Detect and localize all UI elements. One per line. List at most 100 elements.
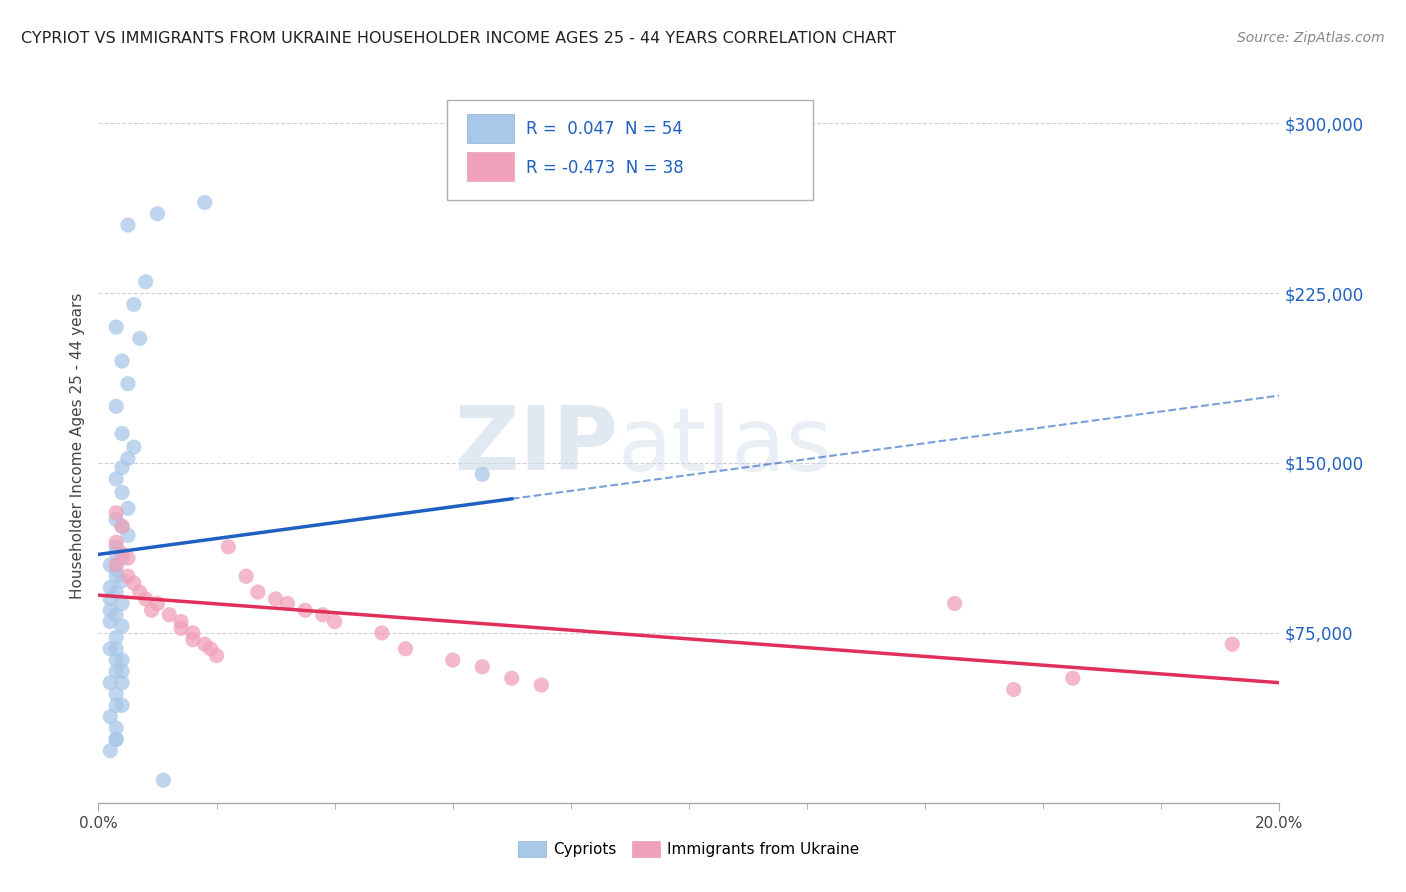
Point <box>194 637 217 651</box>
Point <box>111 519 134 533</box>
Point <box>246 585 269 599</box>
Legend: Cypriots, Immigrants from Ukraine: Cypriots, Immigrants from Ukraine <box>512 835 866 863</box>
Point <box>111 675 134 690</box>
Point <box>105 558 128 572</box>
Point <box>111 547 134 561</box>
Point <box>157 607 180 622</box>
Text: CYPRIOT VS IMMIGRANTS FROM UKRAINE HOUSEHOLDER INCOME AGES 25 - 44 YEARS CORRELA: CYPRIOT VS IMMIGRANTS FROM UKRAINE HOUSE… <box>21 31 896 46</box>
Point <box>117 528 139 542</box>
Point <box>152 773 174 788</box>
Point <box>146 597 169 611</box>
Point <box>105 513 128 527</box>
Point <box>111 551 134 566</box>
FancyBboxPatch shape <box>467 114 515 143</box>
Point <box>111 426 134 441</box>
Y-axis label: Householder Income Ages 25 - 44 years: Householder Income Ages 25 - 44 years <box>69 293 84 599</box>
Point <box>135 591 157 606</box>
Point <box>128 585 150 599</box>
Point <box>471 467 494 482</box>
Point <box>105 607 128 622</box>
FancyBboxPatch shape <box>467 152 515 180</box>
Point <box>105 732 128 747</box>
Point <box>117 451 139 466</box>
Point <box>105 400 128 414</box>
Point <box>235 569 257 583</box>
Point <box>141 603 163 617</box>
Point <box>170 621 193 635</box>
Point <box>394 641 416 656</box>
Point <box>122 576 145 591</box>
Point <box>105 653 128 667</box>
Point <box>105 540 128 554</box>
Point <box>98 641 121 656</box>
Point <box>105 585 128 599</box>
Point <box>117 501 139 516</box>
Point <box>323 615 346 629</box>
Point <box>105 535 128 549</box>
Point <box>105 631 128 645</box>
Text: R =  0.047  N = 54: R = 0.047 N = 54 <box>526 120 683 138</box>
Point <box>105 506 128 520</box>
Point <box>264 591 287 606</box>
Point <box>471 660 494 674</box>
Point <box>200 641 222 656</box>
Point <box>105 732 128 747</box>
Point <box>111 698 134 713</box>
Point <box>117 551 139 566</box>
Point <box>205 648 228 663</box>
Point <box>117 218 139 232</box>
Text: Source: ZipAtlas.com: Source: ZipAtlas.com <box>1237 31 1385 45</box>
Point <box>105 698 128 713</box>
Point <box>122 297 145 311</box>
FancyBboxPatch shape <box>447 100 813 200</box>
Text: R = -0.473  N = 38: R = -0.473 N = 38 <box>526 159 683 177</box>
Point <box>117 569 139 583</box>
Point <box>294 603 316 617</box>
Text: atlas: atlas <box>619 402 834 490</box>
Point <box>98 591 121 606</box>
Point <box>135 275 157 289</box>
Point <box>111 485 134 500</box>
Point <box>111 619 134 633</box>
Point <box>98 558 121 572</box>
Point <box>1220 637 1243 651</box>
Point <box>217 540 239 554</box>
Point <box>98 744 121 758</box>
Point <box>105 472 128 486</box>
Point <box>501 671 523 685</box>
Point <box>105 320 128 334</box>
Point <box>943 597 966 611</box>
Point <box>105 547 128 561</box>
Point <box>530 678 553 692</box>
Point <box>98 615 121 629</box>
Point <box>371 626 394 640</box>
Point <box>105 641 128 656</box>
Point <box>98 675 121 690</box>
Point <box>98 709 121 723</box>
Point <box>98 581 121 595</box>
Point <box>105 687 128 701</box>
Point <box>111 653 134 667</box>
Point <box>1062 671 1084 685</box>
Point <box>111 354 134 368</box>
Point <box>117 376 139 391</box>
Point <box>1002 682 1025 697</box>
Point <box>111 574 134 588</box>
Text: ZIP: ZIP <box>456 402 619 490</box>
Point <box>181 626 204 640</box>
Point <box>128 331 150 345</box>
Point <box>111 460 134 475</box>
Point <box>105 665 128 679</box>
Point <box>312 607 335 622</box>
Point <box>441 653 464 667</box>
Point <box>105 569 128 583</box>
Point <box>122 440 145 454</box>
Point <box>105 721 128 735</box>
Point <box>111 597 134 611</box>
Point <box>276 597 298 611</box>
Point <box>111 665 134 679</box>
Point <box>111 519 134 533</box>
Point <box>194 195 217 210</box>
Point <box>105 562 128 576</box>
Point <box>146 207 169 221</box>
